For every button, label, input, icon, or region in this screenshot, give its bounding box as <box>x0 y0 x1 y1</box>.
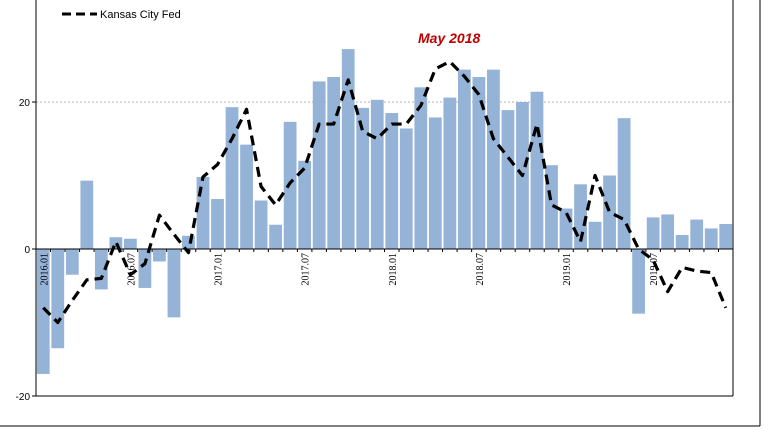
x-tick-label: 2018.01 <box>388 253 399 286</box>
bar <box>370 99 384 249</box>
bar-series <box>36 49 733 374</box>
bar <box>472 77 486 249</box>
bar <box>124 238 137 249</box>
y-tick-label: 20 <box>19 98 31 109</box>
bar <box>298 160 312 249</box>
x-tick-label: 2018.07 <box>475 253 486 286</box>
x-axis: 2016.01 2016.07 2017.01 2017.07 2018.01 2018.… <box>35 249 734 286</box>
bar <box>704 228 718 249</box>
bar <box>36 249 50 374</box>
bar <box>138 249 152 288</box>
kansas-city-fed-line <box>42 59 728 325</box>
bar <box>661 214 675 249</box>
bar <box>443 97 457 249</box>
bar <box>501 110 515 249</box>
bar <box>196 176 210 249</box>
bar <box>80 180 94 249</box>
bar <box>341 49 355 249</box>
bar <box>428 117 442 249</box>
bar <box>719 224 733 249</box>
plot-border <box>0 0 761 427</box>
bar <box>646 217 660 249</box>
bar <box>530 91 544 250</box>
bar <box>51 249 65 349</box>
x-tick-label: 2017.07 <box>301 253 312 286</box>
bar <box>254 200 268 249</box>
x-tick-label: 2016.07 <box>126 253 137 286</box>
bar <box>269 224 282 249</box>
y-tick-label: 0 <box>24 245 30 256</box>
bar <box>690 219 704 249</box>
bar <box>109 237 123 249</box>
x-tick-label: 2017.01 <box>214 253 225 286</box>
bar <box>487 69 500 249</box>
x-tick-label: 2019.07 <box>649 253 660 286</box>
bar <box>385 113 399 249</box>
bar <box>675 235 689 249</box>
legend: Kansas City Fed <box>62 9 181 21</box>
x-tick-label: 2016.01 <box>39 253 50 286</box>
bar <box>240 144 253 249</box>
bar <box>457 69 471 249</box>
line-series <box>42 59 728 325</box>
bar <box>167 249 181 318</box>
annotation-may-2018: May 2018 <box>418 30 480 46</box>
legend-label: Kansas City Fed <box>100 9 181 21</box>
x-tick-label: 2019.01 <box>562 253 573 286</box>
bar <box>225 107 239 250</box>
bar <box>588 221 602 249</box>
bar <box>545 165 558 249</box>
bar <box>153 249 166 262</box>
bar <box>211 199 224 249</box>
bar <box>632 249 646 314</box>
bar <box>356 107 370 249</box>
bar <box>603 175 616 249</box>
bar <box>414 87 428 249</box>
bar <box>327 77 341 249</box>
bar <box>312 81 326 249</box>
bar <box>399 128 413 249</box>
bar <box>65 249 79 275</box>
y-tick-label: -20 <box>16 392 31 403</box>
